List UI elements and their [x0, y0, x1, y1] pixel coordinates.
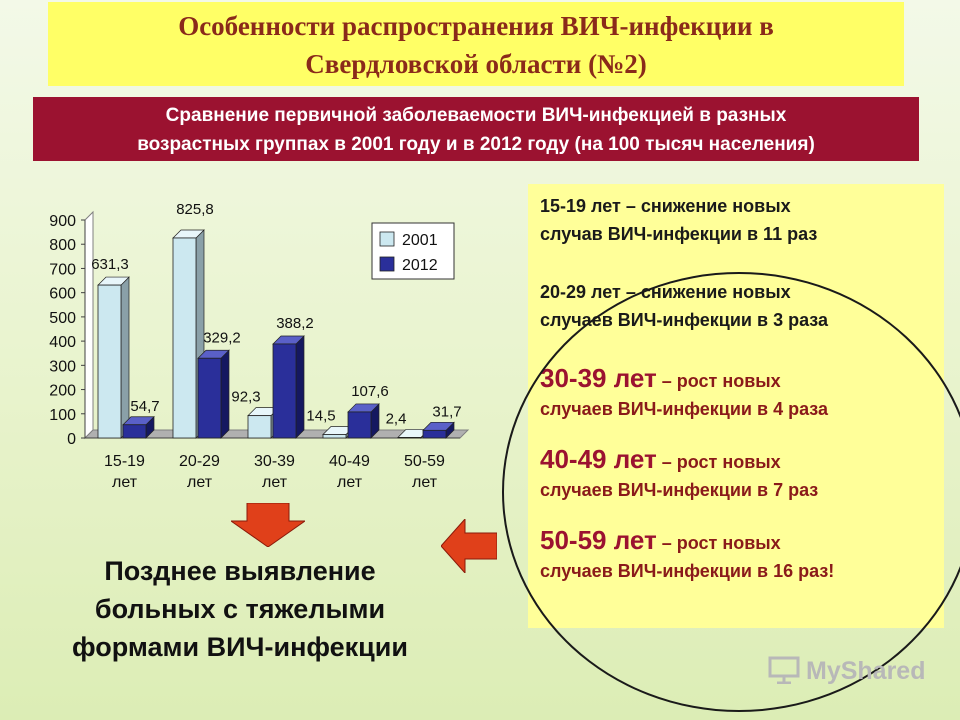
bar-2012: [347, 411, 372, 439]
bar-2012: [122, 424, 147, 439]
x-tick-label-unit: лет: [262, 474, 288, 491]
data-label-2012: 388,2: [276, 315, 314, 332]
bar-2012: [422, 429, 447, 439]
arrow-left-icon: [440, 517, 498, 578]
finding-rest: – снижение новых: [620, 196, 791, 216]
highlight-ellipse: [502, 272, 960, 712]
conclusion-line-2: больных с тяжелыми: [94, 594, 386, 624]
finding-detail: случав ВИЧ-инфекции в 11 раз: [540, 224, 818, 244]
legend-label-2012: 2012: [402, 257, 438, 274]
x-tick-label-unit: лет: [112, 474, 138, 491]
legend-swatch-2001: [379, 231, 395, 247]
watermark: MyShared: [768, 656, 925, 686]
bar-2001-side: [120, 276, 130, 439]
data-label-2012: 54,7: [130, 398, 159, 415]
bar-2012-side: [295, 335, 305, 439]
chart-heading: Сравнение первичной заболеваемости ВИЧ-и…: [33, 97, 919, 161]
y-tick-label: 0: [67, 431, 76, 448]
watermark-text: MyShared: [806, 657, 926, 685]
finding-item: 15-19 лет – снижение новых случав ВИЧ-ин…: [540, 192, 944, 248]
data-label-2001: 825,8: [176, 201, 214, 218]
conclusion-line-3: формами ВИЧ-инфекции: [72, 632, 408, 662]
x-tick-label-unit: лет: [187, 474, 213, 491]
arrow-down-icon: [229, 502, 307, 552]
y-tick-label: 700: [49, 261, 76, 278]
bar-2012: [197, 357, 222, 439]
data-label-2001: 2,4: [386, 410, 407, 427]
finding-head: 15-19 лет: [540, 196, 621, 216]
x-tick-label: 15-19: [104, 453, 145, 470]
x-tick-label: 50-59: [404, 453, 445, 470]
x-tick-label: 30-39: [254, 453, 295, 470]
y-tick-label: 600: [49, 286, 76, 303]
presentation-icon: [768, 656, 800, 685]
x-tick-label-unit: лет: [337, 474, 363, 491]
title-line-1: Особенности распространения ВИЧ-инфекции…: [178, 11, 774, 41]
legend-label-2001: 2001: [402, 232, 438, 249]
x-tick-label: 20-29: [179, 453, 220, 470]
y-tick-label: 200: [49, 383, 76, 400]
bar-2001: [322, 434, 347, 439]
conclusion-line-1: Позднее выявление: [104, 556, 376, 586]
y-tick-label: 400: [49, 334, 76, 351]
data-label-2001: 14,5: [306, 407, 335, 424]
title-line-2: Свердловской области (№2): [305, 49, 647, 79]
chart-heading-line-2: возрастных группах в 2001 году и в 2012 …: [137, 134, 815, 155]
data-label-2001: 92,3: [231, 389, 260, 406]
finding-head: 20-29 лет: [540, 282, 621, 302]
bar-2001: [172, 237, 197, 439]
chart-back-wall: [84, 210, 94, 440]
bar-2012-side: [220, 349, 230, 439]
conclusion-text: Позднее выявление больных с тяжелыми фор…: [40, 552, 440, 666]
y-tick-label: 800: [49, 237, 76, 254]
data-label-2012: 107,6: [351, 383, 389, 400]
x-tick-label-unit: лет: [412, 474, 438, 491]
bar-chart: 0 100 200 300 400 500 600 700 800 900 631,3 54,7 15-…: [49, 201, 470, 491]
y-tick-label: 500: [49, 310, 76, 327]
chart-heading-line-1: Сравнение первичной заболеваемости ВИЧ-и…: [165, 105, 787, 126]
x-tick-label: 40-49: [329, 453, 370, 470]
y-tick-label: 900: [49, 213, 76, 230]
bar-2012: [272, 343, 297, 439]
page-title: Особенности распространения ВИЧ-инфекции…: [48, 2, 904, 86]
data-label-2012: 329,2: [203, 329, 241, 346]
data-label-2012: 31,7: [432, 403, 461, 420]
y-tick-label: 300: [49, 358, 76, 375]
y-tick-label: 100: [49, 407, 76, 424]
bar-2001: [397, 437, 422, 439]
legend-swatch-2012: [379, 256, 395, 272]
bar-2001: [247, 415, 272, 439]
bar-2001: [97, 284, 122, 439]
data-label-2001: 631,3: [91, 256, 129, 273]
